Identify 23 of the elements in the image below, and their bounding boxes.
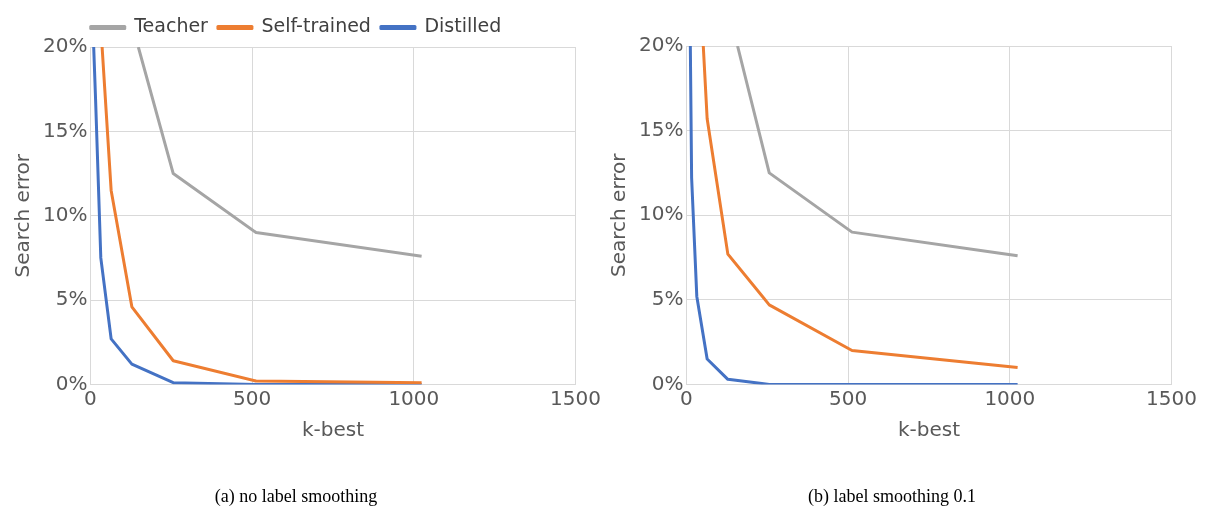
y-tick-label: 20% bbox=[639, 32, 684, 57]
y-axis-title: Search error bbox=[606, 152, 631, 277]
x-tick-label: 500 bbox=[233, 385, 272, 410]
legend-label: Distilled bbox=[424, 14, 502, 37]
x-tick-label: 500 bbox=[829, 385, 868, 410]
x-axis-title: k-best bbox=[301, 416, 365, 441]
y-tick-label: 15% bbox=[43, 117, 88, 142]
x-tick-label: 1000 bbox=[388, 385, 440, 410]
y-tick-label: 10% bbox=[639, 201, 684, 226]
x-tick-label: 1000 bbox=[984, 385, 1036, 410]
y-tick-label: 5% bbox=[651, 286, 684, 310]
y-tick-label: 20% bbox=[43, 33, 88, 58]
x-tick-label: 1500 bbox=[1146, 385, 1197, 410]
x-axis-title: k-best bbox=[897, 416, 961, 441]
text: (b) label smoothing 0.1 bbox=[808, 485, 976, 507]
legend-label: Teacher bbox=[133, 14, 209, 37]
y-tick-label: 15% bbox=[639, 116, 684, 141]
x-tick-label: 1500 bbox=[550, 385, 601, 410]
y-axis-title: Search error bbox=[10, 153, 35, 278]
y-tick-label: 10% bbox=[43, 201, 88, 226]
legend-label: Self-trained bbox=[261, 14, 371, 37]
text: (a) no label smoothing bbox=[214, 485, 378, 507]
y-tick-label: 5% bbox=[55, 286, 88, 311]
